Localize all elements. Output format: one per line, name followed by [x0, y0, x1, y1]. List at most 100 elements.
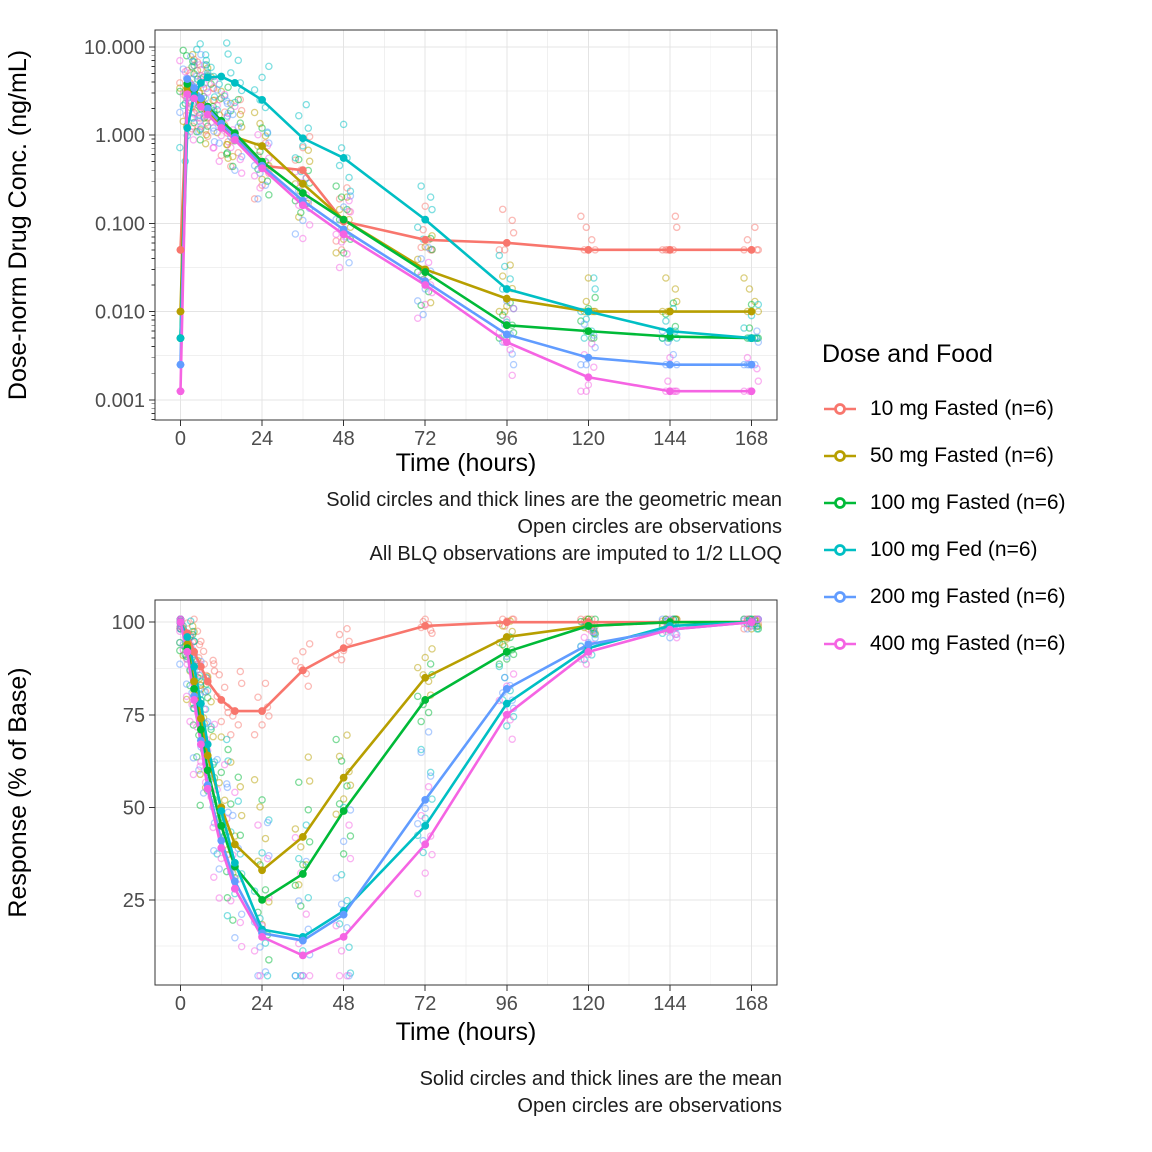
observation-point	[250, 172, 259, 180]
mean-point	[217, 836, 226, 845]
observation-point	[672, 223, 681, 232]
mean-point	[203, 751, 212, 760]
observation-point	[426, 768, 435, 777]
y-tick-label: 75	[123, 705, 145, 727]
observation-point	[295, 897, 303, 905]
mean-point	[502, 710, 511, 719]
axis-ticks	[149, 46, 753, 426]
legend-entry: 100 mg Fed (n=6)	[822, 526, 1066, 573]
mean-point	[747, 245, 756, 254]
x-tick-label: 96	[496, 993, 518, 1015]
observation-point	[297, 843, 305, 851]
mean-point	[190, 662, 198, 671]
observation-point	[498, 272, 507, 280]
observation-point	[176, 646, 184, 655]
x-axis-title: Time (hours)	[396, 449, 537, 477]
observation-point	[291, 825, 300, 833]
observation-point	[291, 230, 300, 238]
observation-point	[302, 100, 311, 109]
observation-point	[419, 848, 427, 857]
mean-point	[196, 94, 205, 103]
observation-point	[193, 114, 202, 122]
observation-point	[417, 745, 425, 754]
y-tick-label: 0.001	[95, 390, 145, 412]
observation-point	[197, 122, 205, 130]
mean-point	[203, 784, 212, 793]
observation-point	[223, 783, 232, 792]
mean-point	[203, 104, 212, 113]
observation-point	[220, 90, 229, 99]
mean-point	[747, 360, 756, 369]
chart-background	[0, 585, 800, 1060]
mean-point	[584, 307, 593, 316]
mean-point	[502, 338, 511, 347]
observation-point	[413, 692, 422, 701]
caption-line: Solid circles and thick lines are the me…	[419, 1068, 782, 1090]
observation-point	[424, 783, 433, 791]
observation-point	[343, 250, 351, 258]
observation-point	[332, 230, 340, 239]
observation-point	[428, 645, 436, 653]
mean-point	[258, 164, 266, 173]
observation-point	[231, 166, 239, 175]
observation-point	[258, 721, 266, 729]
mean-point	[502, 285, 511, 293]
chart-background	[0, 0, 800, 485]
observation-point	[584, 274, 593, 282]
observation-point	[202, 84, 211, 93]
observation-point	[229, 916, 237, 924]
observation-point	[421, 804, 429, 813]
observation-point	[231, 98, 239, 107]
observation-point	[222, 39, 231, 47]
observation-point	[745, 285, 754, 293]
observation-point	[335, 195, 344, 203]
observation-point	[213, 755, 221, 764]
observation-point	[335, 971, 344, 980]
mean-point	[258, 96, 266, 104]
observation-point	[506, 716, 514, 724]
observation-point	[662, 317, 670, 325]
observation-point	[229, 162, 237, 171]
mean-point	[421, 821, 430, 830]
observation-point	[582, 360, 591, 369]
observation-point	[237, 169, 246, 177]
observation-point	[588, 236, 596, 244]
mean-point	[584, 640, 593, 649]
observation-point	[509, 360, 518, 369]
observation-point	[210, 873, 218, 881]
mean-point	[666, 625, 674, 634]
observation-point	[332, 215, 340, 224]
observation-point	[179, 46, 187, 55]
observation-point	[304, 146, 313, 155]
mean-point	[183, 633, 192, 641]
observation-point	[577, 360, 585, 369]
mean-point	[258, 895, 266, 904]
observation-point	[222, 735, 231, 744]
observation-point	[237, 106, 246, 115]
observation-point	[339, 249, 348, 257]
observation-point	[220, 796, 229, 805]
observation-point	[339, 837, 348, 846]
observation-point	[426, 772, 435, 780]
y-axis-title: Response (% of Base)	[4, 667, 32, 917]
observation-point	[210, 846, 218, 855]
mean-point	[502, 647, 511, 656]
observation-point	[186, 617, 195, 625]
observation-point	[261, 679, 270, 688]
observation-point	[236, 783, 245, 791]
mean-point	[298, 134, 307, 143]
mean-point	[230, 884, 239, 893]
mean-point	[584, 622, 593, 630]
x-tick-label: 0	[175, 428, 186, 450]
observation-point	[332, 735, 340, 744]
x-tick-label: 96	[496, 428, 518, 450]
mean-point	[747, 334, 756, 342]
observation-point	[237, 942, 246, 951]
observation-point	[346, 192, 355, 200]
mean-point	[258, 707, 266, 715]
observation-point	[343, 896, 351, 905]
mean-point	[666, 245, 674, 254]
observation-point	[250, 776, 259, 784]
observation-point	[332, 921, 340, 930]
observation-point	[222, 780, 231, 788]
